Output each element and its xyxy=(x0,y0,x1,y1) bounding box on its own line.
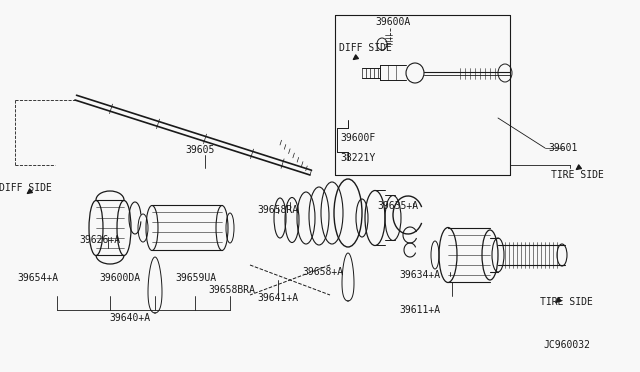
Text: 39635+A: 39635+A xyxy=(378,201,419,211)
Text: 39659UA: 39659UA xyxy=(175,273,216,283)
Text: 39600A: 39600A xyxy=(376,17,411,27)
Text: 38221Y: 38221Y xyxy=(340,153,376,163)
Text: 39634+A: 39634+A xyxy=(399,270,440,280)
Text: 39601: 39601 xyxy=(548,143,578,153)
Text: 39611+A: 39611+A xyxy=(399,305,440,315)
Text: 39658+A: 39658+A xyxy=(303,267,344,277)
Text: DIFF SIDE: DIFF SIDE xyxy=(339,43,392,53)
Text: 39640+A: 39640+A xyxy=(109,313,150,323)
Text: 39658RA: 39658RA xyxy=(257,205,299,215)
Text: 39654+A: 39654+A xyxy=(17,273,59,283)
Text: TIRE SIDE: TIRE SIDE xyxy=(550,170,604,180)
Text: 39641+A: 39641+A xyxy=(257,293,299,303)
Text: JC960032: JC960032 xyxy=(543,340,591,350)
Text: 39600F: 39600F xyxy=(340,133,376,143)
Text: TIRE SIDE: TIRE SIDE xyxy=(540,297,593,307)
Text: 39626+A: 39626+A xyxy=(79,235,120,245)
Text: 39600DA: 39600DA xyxy=(99,273,141,283)
Text: DIFF SIDE: DIFF SIDE xyxy=(0,183,51,193)
Text: 39605: 39605 xyxy=(186,145,214,155)
Text: 39658BRA: 39658BRA xyxy=(209,285,255,295)
